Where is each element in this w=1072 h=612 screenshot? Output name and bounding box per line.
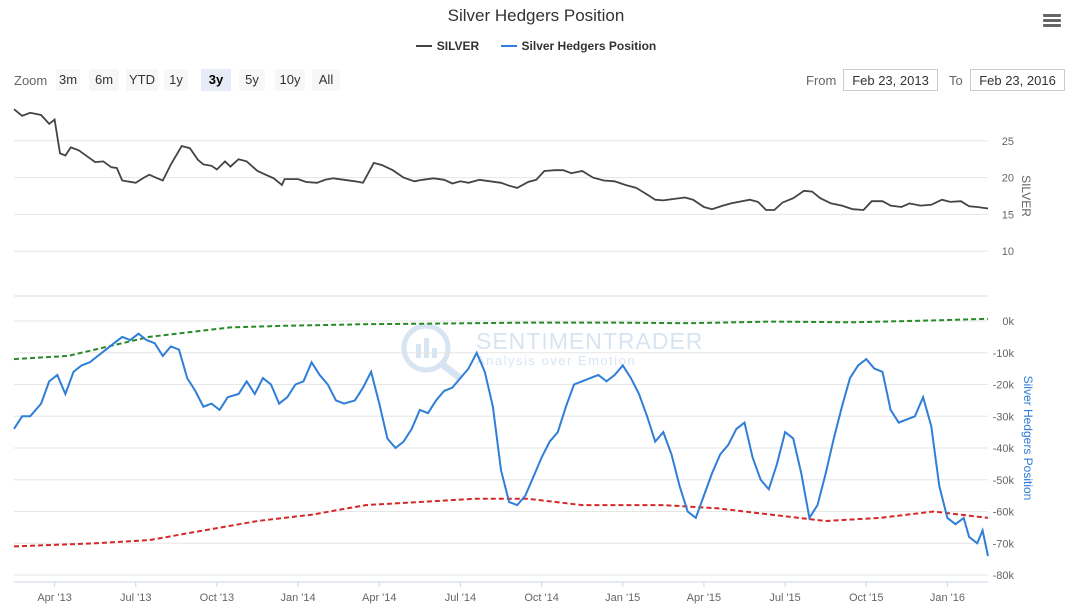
legend-swatch-silver: [415, 45, 432, 47]
chart-title: Silver Hedgers Position: [447, 6, 625, 25]
to-label: To: [949, 73, 963, 88]
zoom-label: Zoom: [14, 73, 48, 88]
zoom-button-10y[interactable]: 10y: [275, 69, 305, 91]
legend-item-hedgers[interactable]: Silver Hedgers Position: [500, 39, 657, 53]
silver-tick-label: 25: [1002, 136, 1014, 148]
from-date-input[interactable]: Feb 23, 2013: [843, 69, 938, 91]
zoom-button-5y[interactable]: 5y: [239, 69, 265, 91]
zoom-button-all[interactable]: All: [312, 69, 340, 91]
x-tick-label: Jul '14: [445, 592, 476, 604]
upper-band-line: [13, 317, 989, 361]
zoom-button-3y[interactable]: 3y: [201, 69, 231, 91]
x-tick-label: Oct '13: [200, 592, 235, 604]
hamburger-menu-icon[interactable]: [1043, 14, 1061, 28]
hedgers-tick-label: -10k: [993, 348, 1015, 360]
silver-series-line[interactable]: [13, 108, 989, 211]
x-tick-label: Apr '15: [687, 592, 722, 604]
x-tick-label: Oct '14: [524, 592, 559, 604]
legend-label-silver: SILVER: [436, 39, 480, 53]
silver-tick-label: 15: [1002, 209, 1014, 221]
x-tick-label: Jan '14: [281, 592, 316, 604]
silver-tick-label: 20: [1002, 173, 1014, 185]
legend-item-silver[interactable]: SILVER: [415, 39, 480, 53]
hedgers-tick-label: -60k: [993, 507, 1015, 519]
hedgers-axis-title: Silver Hedgers Position: [1021, 376, 1035, 501]
legend-swatch-hedgers: [500, 45, 517, 47]
zoom-button-1y[interactable]: 1y: [164, 69, 188, 91]
to-date-input[interactable]: Feb 23, 2016: [970, 69, 1065, 91]
from-label: From: [806, 73, 837, 88]
hedgers-tick-label: -20k: [993, 380, 1015, 392]
hedgers-tick-label: -30k: [993, 411, 1015, 423]
zoom-button-6m[interactable]: 6m: [89, 69, 119, 91]
hedgers-tick-label: -50k: [993, 475, 1015, 487]
x-tick-label: Jan '15: [605, 592, 640, 604]
x-tick-label: Jul '13: [120, 592, 151, 604]
legend-label-hedgers: Silver Hedgers Position: [521, 39, 657, 53]
hedgers-tick-label: -40k: [993, 443, 1015, 455]
silver-tick-label: 10: [1002, 246, 1014, 258]
x-tick-label: Jul '15: [769, 592, 800, 604]
silver-axis-title: SILVER: [1019, 175, 1033, 217]
x-tick-label: Oct '15: [849, 592, 884, 604]
x-tick-label: Apr '14: [362, 592, 397, 604]
x-tick-label: Jan '16: [930, 592, 965, 604]
lower-band-line: [13, 497, 989, 548]
legend: SILVER Silver Hedgers Position: [0, 36, 1072, 53]
hedgers-tick-label: 0k: [1002, 316, 1014, 328]
zoom-button-3m[interactable]: 3m: [56, 69, 80, 91]
hedgers-tick-label: -70k: [993, 538, 1015, 550]
hedgers-tick-label: -80k: [993, 570, 1015, 582]
zoom-button-ytd[interactable]: YTD: [126, 69, 158, 91]
x-tick-label: Apr '13: [37, 592, 72, 604]
hedgers-series-line[interactable]: [13, 332, 989, 557]
